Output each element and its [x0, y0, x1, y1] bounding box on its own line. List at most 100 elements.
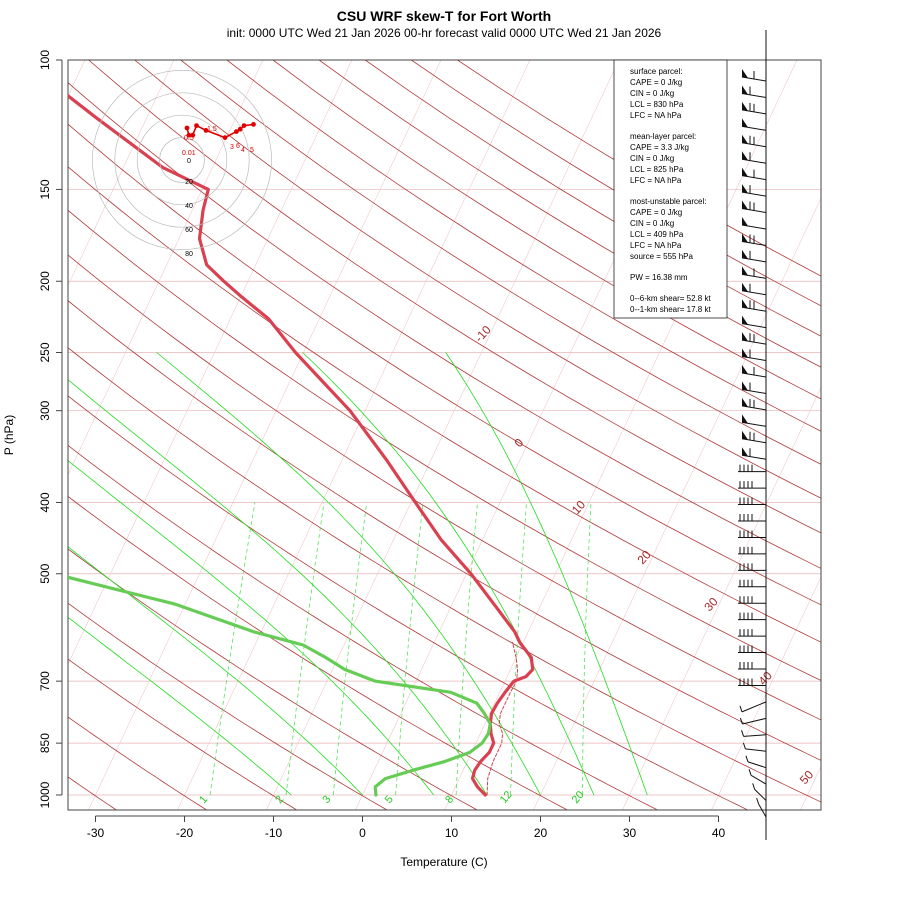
- hodograph-height-label: 4: [241, 147, 245, 154]
- x-tick-label: -30: [87, 826, 105, 840]
- hodograph-point: [223, 135, 228, 140]
- wind-barb: [738, 613, 766, 620]
- wind-barb: [738, 530, 766, 537]
- stat-most-unstable-2: CIN = 0 J/kg: [630, 219, 674, 228]
- hodograph-ring-label: 20: [185, 179, 193, 186]
- y-tick-label: 850: [38, 733, 52, 753]
- isotherm-line: [266, 60, 619, 810]
- stat-mean-layer-1: CAPE = 3.3 J/kg: [630, 143, 689, 152]
- mixing-ratio-label: 12: [498, 789, 515, 806]
- wind-barb: [742, 365, 766, 377]
- stat-surface-4: LFC = NA hPa: [630, 111, 682, 120]
- wind-barb: [742, 730, 766, 736]
- x-tick-label: 0: [359, 826, 366, 840]
- wind-barb: [738, 547, 766, 554]
- y-tick-label: 300: [38, 400, 52, 420]
- mixing-ratio-line: [583, 503, 592, 796]
- stat-most-unstable-5: source = 555 hPa: [630, 252, 693, 261]
- x-tick-label: 10: [445, 826, 459, 840]
- chart-title: CSU WRF skew-T for Fort Worth: [337, 8, 551, 24]
- hodograph-ring-label: 80: [185, 251, 193, 258]
- wind-barb: [742, 266, 766, 278]
- isotherm-line: [711, 60, 900, 810]
- hodograph-height-label: 5: [250, 147, 254, 154]
- sounding-traces: [0, 76, 533, 795]
- mixing-ratio-label: 5: [383, 794, 396, 806]
- mixing-ratio-label: 3: [320, 794, 333, 806]
- stat-surface-3: LCL = 830 hPa: [630, 100, 684, 109]
- stat-surface-0: surface parcel:: [630, 67, 682, 76]
- wind-barb: [740, 702, 766, 712]
- hodograph-ring: [92, 70, 271, 249]
- hodograph-height-label: 0.5: [184, 135, 194, 142]
- isotherm-label: 20: [634, 547, 654, 567]
- stat-surface-2: CIN = 0 J/kg: [630, 89, 674, 98]
- wind-barb: [742, 102, 766, 114]
- wind-barb: [746, 756, 766, 768]
- wind-barb: [738, 580, 766, 587]
- wind-barb-column: [738, 30, 766, 840]
- mixing-ratio-label: 1: [197, 794, 210, 806]
- wind-barb: [738, 629, 766, 636]
- wind-barb: [742, 332, 766, 344]
- mixing-ratio-line: [210, 503, 255, 796]
- wind-barb: [742, 250, 766, 262]
- isotherm-label: 50: [797, 767, 817, 787]
- y-tick-label: 150: [38, 179, 52, 199]
- isotherm-line: [88, 60, 441, 810]
- wind-barb: [742, 184, 766, 196]
- y-tick-label: 100: [38, 50, 52, 70]
- stat-mean-layer-4: LFC = NA hPa: [630, 176, 682, 185]
- stat-most-unstable-0: most-unstable parcel:: [630, 197, 706, 206]
- dry-adiabat: [227, 60, 900, 811]
- hodograph-point: [194, 123, 199, 128]
- hodograph-ring: [115, 93, 249, 227]
- hodograph-point: [185, 126, 190, 131]
- dry-adiabat: [0, 60, 117, 811]
- stat-mean-layer-3: LCL = 825 hPa: [630, 165, 684, 174]
- wind-barb: [753, 783, 766, 800]
- wind-barb: [743, 743, 766, 751]
- wind-barb: [742, 135, 766, 147]
- wind-barb: [742, 431, 766, 443]
- wind-barb: [742, 447, 766, 459]
- stat-most-unstable-1: CAPE = 0 J/kg: [630, 208, 682, 217]
- y-axis-label: P (hPa): [2, 415, 16, 455]
- wind-barb: [738, 596, 766, 603]
- wind-barb: [742, 283, 766, 295]
- hodograph-point: [238, 127, 243, 132]
- dry-adiabat: [0, 60, 478, 811]
- mixing-ratio-label: 8: [443, 794, 456, 806]
- hodograph-height-label: 1.5: [207, 126, 217, 133]
- y-tick-label: 400: [38, 492, 52, 512]
- isotherm-line: [0, 60, 263, 810]
- stat-most-unstable-4: LFC = NA hPa: [630, 241, 682, 250]
- isotherm-line: [800, 60, 900, 810]
- hodograph-ring-label: 40: [185, 203, 193, 210]
- dry-adiabat: [0, 60, 298, 811]
- x-tick-label: -10: [265, 826, 283, 840]
- wind-barb: [738, 563, 766, 570]
- y-tick-label: 700: [38, 671, 52, 691]
- wind-barb: [742, 118, 766, 130]
- stat-shear-0-1km: 0--1-km shear= 17.8 kt: [630, 305, 711, 314]
- isotherm-label: 10: [569, 497, 589, 517]
- hodograph-height-label: 0.01: [182, 150, 196, 157]
- mixing-ratio-line: [396, 503, 423, 796]
- wind-barb: [742, 85, 766, 97]
- wind-barb: [742, 414, 766, 426]
- wind-barb: [738, 514, 766, 521]
- wind-barb: [757, 798, 766, 817]
- isotherm-label: 30: [701, 594, 721, 614]
- wind-barb: [742, 398, 766, 410]
- hodograph-ring-label: 60: [185, 227, 193, 234]
- y-tick-label: 1000: [38, 781, 52, 808]
- y-tick-label: 200: [38, 271, 52, 291]
- wind-barb: [738, 498, 766, 505]
- isotherm-line: [889, 60, 900, 810]
- stat-surface-1: CAPE = 0 J/kg: [630, 78, 682, 87]
- isotherm-label: 0: [511, 435, 526, 450]
